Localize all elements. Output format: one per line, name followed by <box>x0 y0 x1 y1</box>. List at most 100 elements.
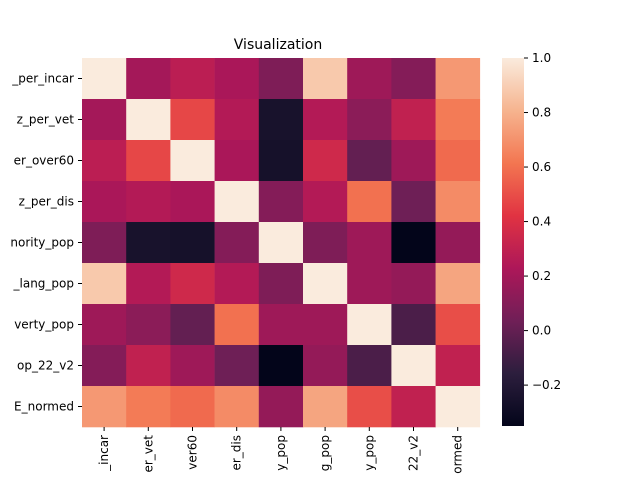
heatmap-cell <box>391 263 436 305</box>
heatmap-cell <box>391 345 436 387</box>
heatmap-cell <box>435 58 481 100</box>
colorbar-tick-label: 0.6 <box>532 160 551 174</box>
row-label: E_normed <box>14 400 74 414</box>
heatmap-cell <box>214 222 260 264</box>
heatmap-cell <box>170 58 215 100</box>
heatmap-cell <box>126 263 171 305</box>
heatmap-cell <box>303 222 348 264</box>
heatmap-cell <box>126 386 171 428</box>
colorbar: −0.2 0.0 0.2 0.4 0.6 0.8 1.0 <box>502 51 561 426</box>
heatmap-cell <box>82 222 127 264</box>
heatmap-cell <box>435 181 481 223</box>
heatmap-cell <box>214 304 260 346</box>
column-labels: _incar er_vet ver60 er_dis y_pop g_pop y_pop 22… <box>97 427 465 474</box>
row-label: er_over60 <box>14 154 74 168</box>
heatmap-cell <box>303 140 348 182</box>
heatmap-cell <box>303 263 348 305</box>
heatmap-cell <box>391 140 436 182</box>
heatmap-cell <box>347 263 392 305</box>
heatmap-cell <box>347 58 392 100</box>
heatmap-cell <box>347 304 392 346</box>
heatmap-cell <box>82 345 127 387</box>
column-label: y_pop <box>362 435 376 471</box>
heatmap-cell <box>126 345 171 387</box>
heatmap-cell <box>303 304 348 346</box>
heatmap-cell <box>391 386 436 428</box>
heatmap-cell <box>391 99 436 141</box>
row-label: nority_pop <box>10 236 74 250</box>
column-label: ormed <box>451 435 465 474</box>
heatmap-cell <box>435 263 481 305</box>
heatmap-cell <box>82 140 127 182</box>
heatmap-cell <box>214 99 260 141</box>
heatmap-cell <box>82 181 127 223</box>
heatmap-cell <box>391 222 436 264</box>
heatmap-cell <box>435 386 481 428</box>
heatmap-cell <box>435 99 481 141</box>
colorbar-gradient <box>502 58 524 426</box>
heatmap-cell <box>82 99 127 141</box>
heatmap-cell <box>258 386 304 428</box>
heatmap-cell <box>347 345 392 387</box>
heatmap-cell <box>170 345 215 387</box>
row-labels: _per_incar z_per_vet er_over60 z_per_disnor… <box>10 72 82 414</box>
heatmap-cell <box>347 140 392 182</box>
heatmap-cell <box>126 222 171 264</box>
heatmap-cell <box>82 386 127 428</box>
heatmap-cells <box>82 58 481 428</box>
heatmap-cell <box>170 304 215 346</box>
heatmap-cell <box>214 140 260 182</box>
column-label: ver60 <box>186 435 200 470</box>
heatmap-cell <box>214 263 260 305</box>
heatmap-cell <box>214 181 260 223</box>
heatmap-cell <box>170 99 215 141</box>
heatmap-cell <box>258 222 304 264</box>
heatmap-cell <box>303 99 348 141</box>
heatmap-cell <box>82 263 127 305</box>
heatmap-cell <box>126 181 171 223</box>
heatmap-cell <box>347 222 392 264</box>
heatmap-cell <box>258 345 304 387</box>
column-label: 22_v2 <box>407 435 421 471</box>
column-label: _incar <box>97 435 111 472</box>
heatmap-cell <box>214 386 260 428</box>
heatmap-cell <box>258 304 304 346</box>
heatmap-cell <box>170 140 215 182</box>
heatmap-cell <box>347 386 392 428</box>
heatmap-cell <box>391 58 436 100</box>
row-label: _lang_pop <box>13 277 75 291</box>
heatmap-cell <box>214 58 260 100</box>
heatmap-cell <box>391 181 436 223</box>
column-label: er_vet <box>141 435 155 473</box>
column-label: er_dis <box>230 435 244 471</box>
heatmap-cell <box>391 304 436 346</box>
heatmap-cell <box>170 386 215 428</box>
heatmap-cell <box>435 140 481 182</box>
column-label: g_pop <box>318 435 332 471</box>
heatmap-cell <box>435 222 481 264</box>
heatmap-cell <box>347 181 392 223</box>
heatmap-cell <box>258 263 304 305</box>
heatmap-cell <box>303 181 348 223</box>
heatmap-cell <box>258 140 304 182</box>
heatmap-cell <box>258 181 304 223</box>
heatmap-cell <box>126 140 171 182</box>
row-label: op_22_v2 <box>17 359 74 373</box>
heatmap-cell <box>303 58 348 100</box>
colorbar-tick-label: 0.0 <box>532 324 551 338</box>
heatmap-cell <box>258 58 304 100</box>
colorbar-tick-label: −0.2 <box>532 378 561 392</box>
row-label: z_per_dis <box>19 195 74 209</box>
colorbar-tick-label: 0.4 <box>532 215 551 229</box>
colorbar-tick-label: 1.0 <box>532 51 551 65</box>
heatmap-cell <box>303 386 348 428</box>
heatmap-cell <box>170 222 215 264</box>
heatmap-cell <box>82 58 127 100</box>
colorbar-tick-label: 0.2 <box>532 269 551 283</box>
heatmap-cell <box>214 345 260 387</box>
heatmap-cell <box>258 99 304 141</box>
row-label: verty_pop <box>14 318 74 332</box>
heatmap-cell <box>435 304 481 346</box>
